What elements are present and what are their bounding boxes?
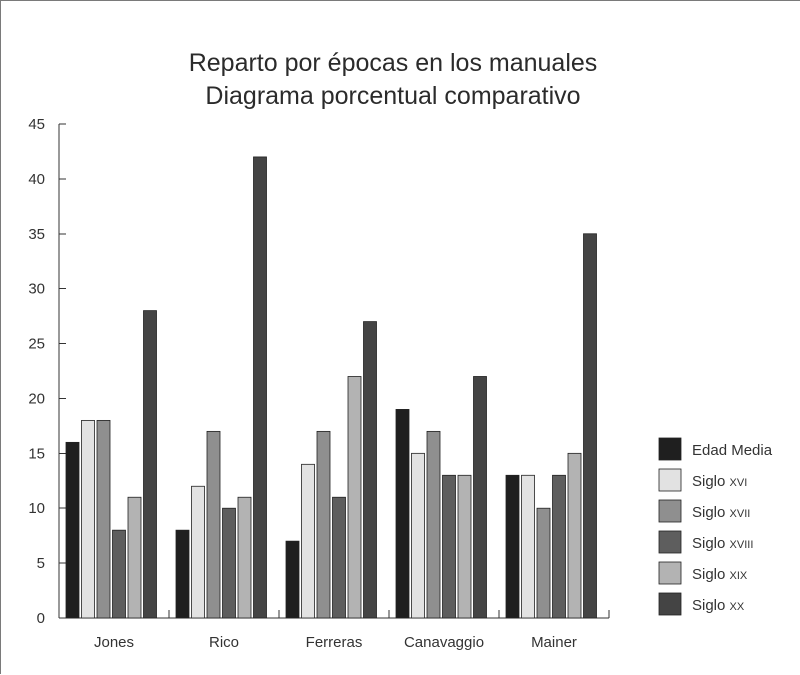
bar bbox=[253, 156, 267, 619]
bars bbox=[65, 156, 597, 619]
legend-swatch bbox=[658, 437, 682, 461]
bar bbox=[583, 233, 597, 619]
legend-label: Edad Media bbox=[692, 442, 773, 459]
bar bbox=[65, 441, 80, 619]
bar bbox=[175, 529, 190, 619]
legend-label-text: Siglo bbox=[692, 597, 730, 614]
category-label: Canavaggio bbox=[404, 634, 484, 651]
bar bbox=[301, 463, 315, 619]
chart-title-line-1: Reparto por épocas en los manuales bbox=[189, 49, 598, 77]
legend-label: Siglo XX bbox=[692, 597, 745, 614]
chart-title: Reparto por épocas en los manuales Diagr… bbox=[189, 49, 598, 110]
y-tick-label: 10 bbox=[28, 500, 45, 517]
legend-swatch bbox=[658, 592, 682, 616]
bar bbox=[567, 452, 582, 619]
bar bbox=[206, 430, 221, 619]
bar bbox=[426, 430, 441, 619]
bar bbox=[222, 507, 236, 619]
bar bbox=[411, 452, 425, 619]
bar bbox=[237, 496, 252, 619]
legend-label: Siglo XIX bbox=[692, 566, 748, 583]
bar bbox=[536, 507, 551, 619]
legend-label-century: XVIII bbox=[730, 539, 754, 551]
legend-swatch bbox=[658, 499, 682, 523]
bar bbox=[395, 409, 410, 619]
legend-label-text: Siglo bbox=[692, 473, 730, 490]
y-axis: 0 5 10 15 20 25 30 35 40 45 bbox=[28, 116, 66, 627]
y-tick-label: 35 bbox=[28, 226, 45, 243]
legend-label: Siglo XVI bbox=[692, 473, 747, 490]
category-label: Mainer bbox=[531, 634, 577, 651]
legend-label-text: Edad Media bbox=[692, 442, 773, 459]
category-label: Rico bbox=[209, 634, 239, 651]
legend-label: Siglo XVII bbox=[692, 504, 750, 521]
bar bbox=[143, 310, 157, 619]
legend-label-century: XIX bbox=[730, 570, 748, 582]
bar bbox=[316, 430, 331, 619]
bar bbox=[96, 419, 111, 619]
y-tick-label: 5 bbox=[37, 555, 45, 572]
bar bbox=[521, 474, 535, 619]
y-tick-label: 15 bbox=[28, 445, 45, 462]
y-tick-label: 20 bbox=[28, 390, 45, 407]
bar bbox=[442, 474, 456, 619]
bar bbox=[332, 496, 346, 619]
legend-label-text: Siglo bbox=[692, 566, 730, 583]
bar bbox=[112, 529, 126, 619]
category-label: Ferreras bbox=[306, 634, 363, 651]
legend-swatch bbox=[658, 561, 682, 585]
legend-label: Siglo XVIII bbox=[692, 535, 753, 552]
bar bbox=[127, 496, 142, 619]
bar bbox=[457, 474, 472, 619]
y-tick-label: 0 bbox=[37, 610, 45, 627]
y-tick-label: 30 bbox=[28, 281, 45, 298]
bar bbox=[473, 376, 487, 619]
bar bbox=[347, 376, 362, 619]
legend-label-century: XVI bbox=[730, 477, 748, 489]
bar bbox=[81, 419, 95, 619]
legend-label-century: XX bbox=[730, 601, 745, 613]
y-tick-label: 45 bbox=[28, 116, 45, 133]
y-tick-label: 40 bbox=[28, 171, 45, 188]
legend-label-century: XVII bbox=[730, 508, 751, 520]
legend-label-text: Siglo bbox=[692, 504, 730, 521]
bar bbox=[363, 321, 377, 619]
bar bbox=[285, 540, 300, 619]
bar bbox=[552, 474, 566, 619]
legend-swatch bbox=[658, 530, 682, 554]
legend-label-text: Siglo bbox=[692, 535, 730, 552]
legend-swatch bbox=[658, 468, 682, 492]
y-tick-label: 25 bbox=[28, 336, 45, 353]
bar bbox=[191, 485, 205, 619]
chart-title-line-2: Diagrama porcentual comparativo bbox=[205, 82, 580, 110]
category-label: Jones bbox=[94, 634, 134, 651]
bar bbox=[505, 474, 520, 619]
